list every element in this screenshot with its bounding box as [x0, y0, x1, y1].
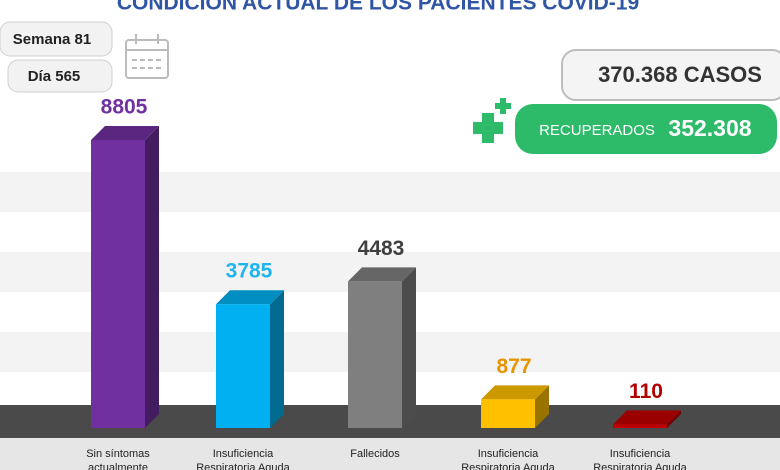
recovered-value: 352.308: [668, 115, 751, 141]
week-text: Semana 81: [13, 31, 91, 48]
bar-top: [216, 290, 284, 305]
day-badge: [7, 59, 113, 93]
category-label: Fallecidos: [350, 448, 400, 460]
value-label: 110: [629, 380, 663, 403]
floor-base: [0, 438, 780, 470]
recovered-badge: [515, 104, 777, 154]
bar-top: [613, 410, 681, 425]
category-text: Insuficiencia Respiratoria Aguda: [461, 448, 555, 470]
category-text: Sin síntomas actualmente: [86, 448, 150, 470]
bar-front: [91, 140, 145, 428]
bar-side: [402, 267, 416, 428]
bar-top: [348, 267, 416, 282]
bar-front: [481, 399, 535, 428]
bar-front: [216, 304, 270, 428]
plus-icon: [473, 98, 511, 143]
category-text: Insuficiencia Respiratoria Aguda: [593, 448, 687, 470]
category-label: Insuficiencia Respiratoria Aguda: [593, 448, 687, 470]
value-label: 8805: [101, 96, 148, 119]
day-text: Día 565: [28, 68, 81, 85]
week-badge: [0, 21, 113, 57]
category-label: Insuficiencia Respiratoria Aguda: [196, 448, 290, 470]
category-text: Fallecidos: [350, 448, 400, 460]
value-label: 4483: [358, 237, 405, 260]
bar: [481, 385, 549, 428]
category-text: Insuficiencia Respiratoria Aguda: [196, 448, 290, 470]
bar-top: [481, 385, 549, 400]
bar-front: [613, 424, 667, 428]
category-label: Insuficiencia Respiratoria Aguda: [461, 448, 555, 470]
calendar-icon: [125, 34, 169, 79]
bar-top: [91, 126, 159, 140]
bar-side: [535, 385, 549, 428]
category-label: Sin síntomas actualmente: [86, 448, 150, 470]
cases-badge: [561, 49, 780, 101]
recovered-label: RECUPERADOS: [539, 122, 655, 139]
value-label: 3785: [226, 260, 273, 283]
bar-side: [667, 410, 681, 428]
bar-side: [145, 126, 159, 428]
bar: [91, 126, 159, 428]
bar-side: [270, 290, 284, 428]
bar-front: [348, 281, 402, 428]
bar: [613, 410, 681, 428]
chart-title: CONDICIÓN ACTUAL DE LOS PACIENTES COVID-…: [117, 0, 639, 15]
bar: [348, 267, 416, 428]
bar: [216, 290, 284, 428]
value-label: 877: [496, 355, 531, 378]
cases-text: 370.368 CASOS: [598, 62, 762, 87]
